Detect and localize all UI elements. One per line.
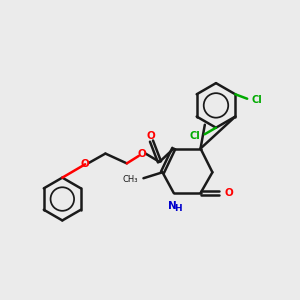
Text: Cl: Cl [190, 131, 200, 141]
Text: CH₃: CH₃ [123, 175, 138, 184]
Text: O: O [137, 148, 146, 159]
Text: Cl: Cl [251, 94, 262, 105]
Text: H: H [174, 204, 182, 213]
Text: O: O [224, 188, 233, 198]
Text: O: O [146, 131, 155, 141]
Text: N: N [168, 201, 177, 212]
Text: O: O [81, 159, 90, 169]
